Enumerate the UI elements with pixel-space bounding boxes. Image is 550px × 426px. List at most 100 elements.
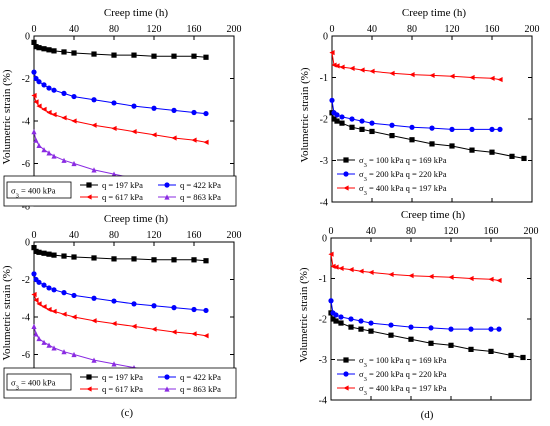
legend-label: σ3 = 400 kPa q = 197 kPa bbox=[359, 183, 447, 197]
data-point bbox=[51, 287, 57, 293]
x-tick-label: 120 bbox=[445, 24, 460, 35]
data-point bbox=[71, 118, 77, 124]
data-point bbox=[41, 106, 47, 112]
data-point bbox=[349, 116, 355, 122]
data-point bbox=[448, 326, 454, 332]
chart-panel-top-left: 0 40 80 120 160 200 0 -2 -4 -6 -8 Creep time (h) Vol… bbox=[1, 7, 242, 213]
data-point bbox=[334, 118, 340, 124]
data-point bbox=[329, 50, 335, 56]
data-point bbox=[46, 251, 52, 257]
data-point bbox=[151, 132, 157, 138]
series-line bbox=[330, 300, 499, 330]
data-point bbox=[333, 264, 339, 270]
data-point bbox=[389, 133, 395, 139]
data-point bbox=[509, 153, 515, 159]
data-point bbox=[31, 69, 37, 75]
data-point bbox=[203, 258, 209, 264]
data-point bbox=[339, 120, 345, 126]
x-tick-label: 200 bbox=[227, 24, 242, 35]
data-point bbox=[171, 257, 177, 263]
data-point bbox=[46, 285, 52, 291]
data-point bbox=[41, 147, 47, 153]
data-point bbox=[488, 348, 494, 354]
data-point bbox=[171, 305, 177, 311]
data-point bbox=[71, 351, 77, 358]
legend-swatch-marker bbox=[343, 371, 349, 377]
y-tick-label: -1 bbox=[319, 274, 327, 285]
data-point bbox=[203, 139, 209, 145]
x-tick-label: 160 bbox=[187, 230, 202, 241]
data-point bbox=[469, 147, 475, 153]
x-tick-label: 120 bbox=[147, 230, 162, 241]
legend-swatch-marker bbox=[343, 357, 349, 363]
data-point bbox=[334, 112, 340, 118]
x-tick-label: 0 bbox=[32, 230, 37, 241]
data-point bbox=[111, 100, 117, 106]
data-point bbox=[428, 340, 434, 346]
data-point bbox=[369, 68, 375, 74]
data-point bbox=[359, 126, 365, 132]
data-point bbox=[41, 282, 47, 288]
data-point bbox=[489, 126, 495, 132]
legend: σ3 = 400 kPa q = 197 kPa q = 422 kPa q = 61… bbox=[3, 175, 237, 207]
legend-label: q = 863 kPa bbox=[180, 384, 221, 394]
legend-swatch-marker bbox=[86, 386, 92, 392]
chart-panel-top-right: 0 40 80 120 160 200 0 -1 -2 -3 -4 Creep time (h) Vol… bbox=[299, 7, 540, 209]
legend-label: q = 422 kPa bbox=[180, 372, 221, 382]
legend-label: σ3 = 100 kPa q = 169 kPa bbox=[359, 155, 447, 169]
data-point bbox=[349, 65, 355, 71]
data-point bbox=[33, 297, 39, 303]
panel-label: (c) bbox=[121, 407, 134, 419]
data-point bbox=[51, 153, 57, 159]
data-point bbox=[111, 256, 117, 262]
data-point bbox=[61, 157, 67, 163]
data-point bbox=[33, 248, 39, 254]
series-line bbox=[33, 326, 206, 374]
chart-panel-bottom-right: 0 40 80 120 160 200 0 -1 -2 -3 -4 Creep time (h) Vol… bbox=[298, 209, 539, 421]
data-point bbox=[61, 349, 67, 355]
data-point bbox=[358, 318, 364, 324]
data-point bbox=[111, 298, 117, 304]
data-point bbox=[111, 361, 117, 367]
data-point bbox=[111, 320, 117, 327]
legend-swatch-marker bbox=[164, 194, 170, 200]
x-tick-label: 200 bbox=[524, 226, 539, 237]
data-point bbox=[191, 331, 197, 337]
data-point bbox=[131, 301, 137, 307]
data-point bbox=[489, 149, 495, 155]
data-point bbox=[61, 311, 67, 317]
data-point bbox=[91, 167, 97, 173]
y-tick-label: -6 bbox=[22, 159, 30, 170]
x-tick-label: 80 bbox=[406, 226, 416, 237]
y-axis-title: Volumetric strain (%) bbox=[1, 69, 13, 164]
data-point bbox=[508, 352, 514, 359]
series-line bbox=[33, 42, 207, 58]
data-point bbox=[449, 143, 455, 149]
y-tick-label: 0 bbox=[323, 32, 328, 43]
y-tick-label: -3 bbox=[319, 355, 327, 366]
data-point bbox=[333, 318, 339, 324]
series-1 bbox=[329, 97, 503, 132]
data-point bbox=[41, 46, 47, 52]
data-point bbox=[408, 336, 414, 342]
data-point bbox=[171, 329, 177, 335]
x-tick-label: 200 bbox=[227, 230, 242, 241]
data-point bbox=[91, 357, 97, 363]
data-point bbox=[429, 125, 435, 131]
data-point bbox=[389, 122, 395, 128]
legend-swatch-marker bbox=[343, 385, 349, 391]
data-point bbox=[429, 72, 435, 79]
data-point bbox=[388, 271, 394, 278]
data-point bbox=[151, 257, 157, 263]
data-point bbox=[348, 316, 354, 322]
data-point bbox=[203, 110, 209, 117]
data-point bbox=[203, 333, 209, 339]
x-tick-label: 120 bbox=[444, 226, 459, 237]
legend-label: q = 863 kPa bbox=[180, 192, 221, 202]
series-line bbox=[331, 100, 500, 130]
data-point bbox=[468, 275, 474, 282]
data-point bbox=[33, 331, 39, 337]
data-point bbox=[338, 265, 344, 271]
